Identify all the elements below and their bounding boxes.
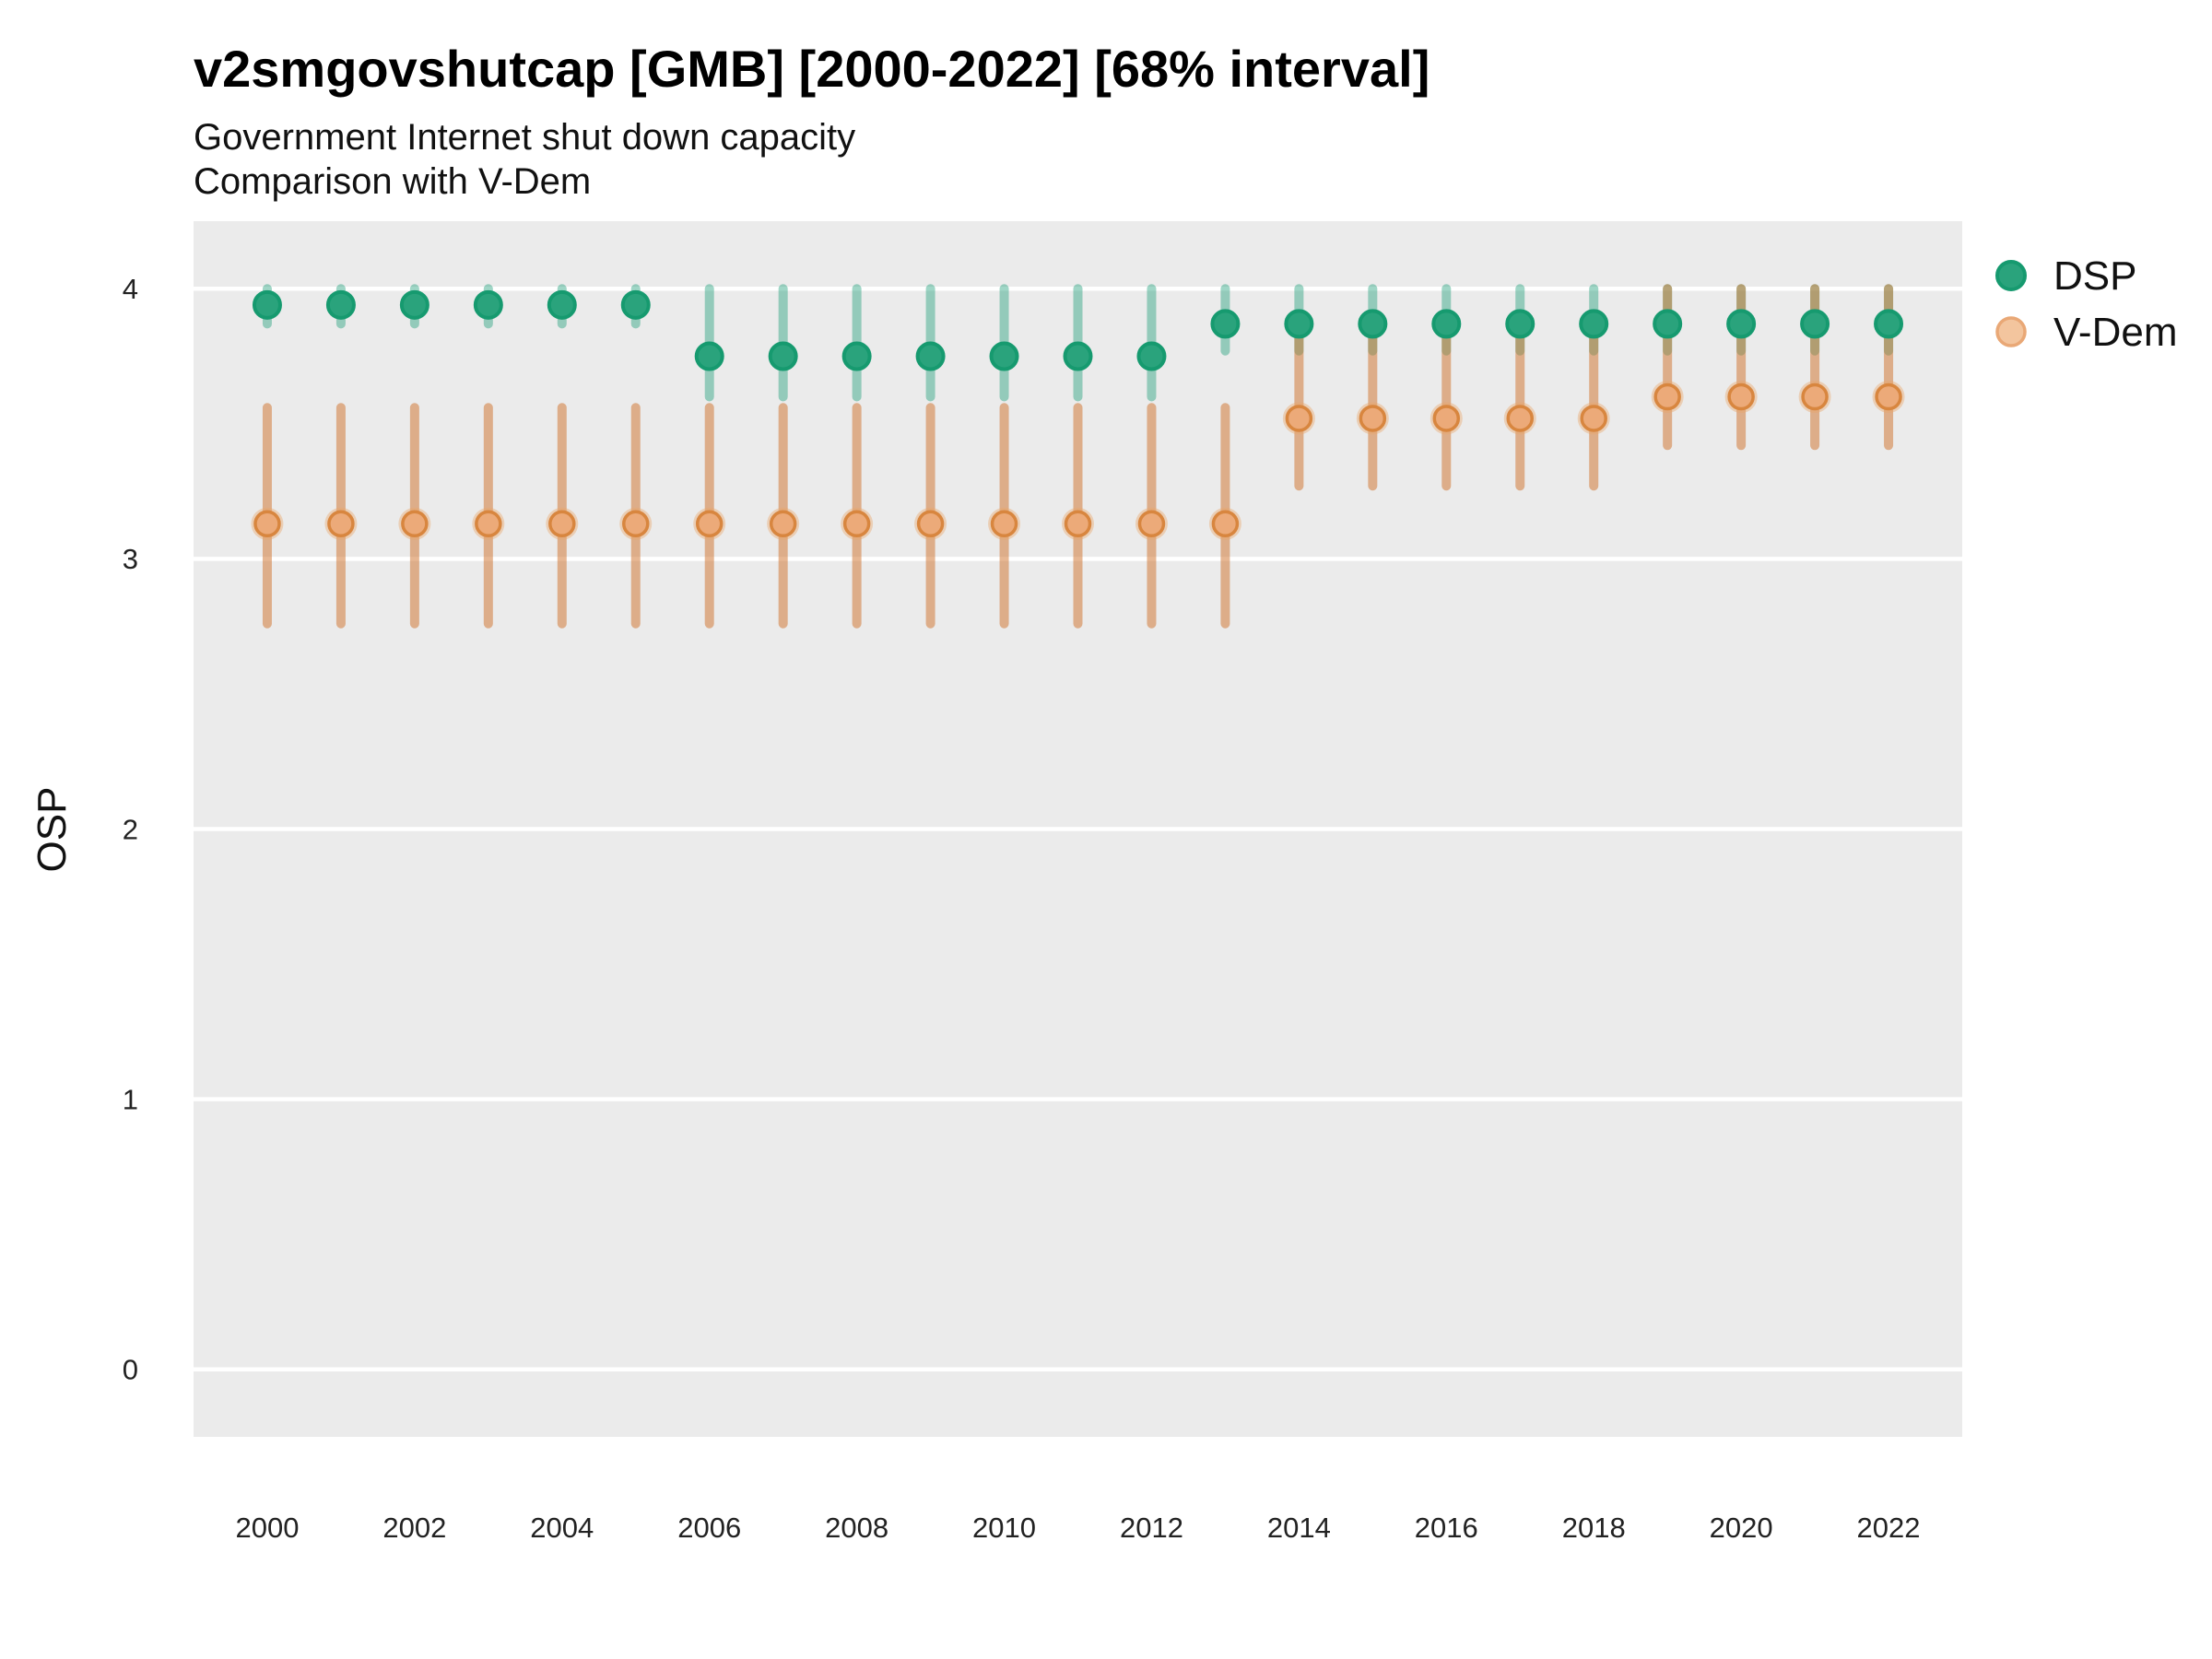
dsp-point-2003 — [473, 289, 503, 320]
dsp-point-2019 — [1653, 309, 1683, 339]
x-tick-label-2020: 2020 — [1710, 1512, 1773, 1544]
vdem-point-2000 — [253, 510, 281, 538]
vdem-point-2019 — [1653, 382, 1681, 411]
vdem-point-2007 — [769, 510, 797, 538]
vdem-point-2003 — [475, 510, 502, 538]
x-tick-label-2008: 2008 — [825, 1512, 888, 1544]
x-tick-label-2022: 2022 — [1857, 1512, 1921, 1544]
chart-subtitle-line2: Comparison with V-Dem — [194, 161, 592, 202]
dsp-point-2017 — [1505, 309, 1535, 339]
vdem-point-2015 — [1359, 405, 1387, 432]
vdem-point-2020 — [1727, 382, 1755, 411]
vdem-point-2021 — [1801, 382, 1829, 411]
vdem-point-2001 — [327, 510, 355, 538]
dsp-point-2000 — [252, 289, 282, 320]
dsp-point-2001 — [325, 289, 356, 320]
dsp-point-2018 — [1579, 309, 1609, 339]
dsp-point-2014 — [1284, 309, 1314, 339]
x-tick-label-2012: 2012 — [1120, 1512, 1183, 1544]
vdem-point-2002 — [401, 510, 429, 538]
vdem-point-2022 — [1875, 382, 1902, 411]
dsp-point-2022 — [1874, 309, 1904, 339]
y-tick-label-0: 0 — [123, 1354, 138, 1386]
vdem-point-2016 — [1432, 405, 1461, 432]
vdem-point-2012 — [1137, 510, 1166, 538]
x-tick-label-2002: 2002 — [382, 1512, 446, 1544]
vdem-point-2004 — [548, 510, 576, 538]
vdem-point-2018 — [1580, 405, 1607, 432]
dsp-point-2016 — [1431, 309, 1462, 339]
vdem-point-2011 — [1064, 510, 1092, 538]
y-tick-label-4: 4 — [123, 273, 138, 305]
dsp-point-2007 — [768, 341, 798, 371]
x-tick-label-2006: 2006 — [677, 1512, 741, 1544]
dsp-point-2013 — [1210, 309, 1241, 339]
vdem-point-2017 — [1506, 405, 1534, 432]
x-tick-label-2010: 2010 — [972, 1512, 1036, 1544]
chart-subtitle-line1: Government Internet shut down capacity — [194, 117, 856, 158]
x-tick-label-2014: 2014 — [1267, 1512, 1331, 1544]
dsp-point-2005 — [620, 289, 651, 320]
vdem-point-2005 — [622, 510, 650, 538]
chart-title: v2smgovshutcap [GMB] [2000-2022] [68% in… — [194, 40, 1430, 98]
legend-label-dsp: DSP — [2053, 253, 2136, 299]
dsp-point-2021 — [1800, 309, 1830, 339]
y-tick-label-2: 2 — [123, 813, 138, 845]
dsp-point-2004 — [547, 289, 577, 320]
vdem-point-2009 — [916, 510, 945, 538]
dsp-point-2008 — [841, 341, 872, 371]
y-tick-label-1: 1 — [123, 1083, 138, 1115]
vdem-point-2008 — [842, 510, 871, 538]
dsp-point-2020 — [1726, 309, 1757, 339]
x-tick-label-2018: 2018 — [1562, 1512, 1626, 1544]
legend-swatch-vdem — [1995, 316, 2027, 347]
legend-swatch-dsp — [1995, 260, 2027, 291]
x-tick-label-2000: 2000 — [235, 1512, 299, 1544]
vdem-point-2010 — [990, 510, 1018, 538]
vdem-point-2013 — [1211, 510, 1240, 538]
legend-label-vdem: V-Dem — [2053, 310, 2177, 355]
dsp-point-2009 — [915, 341, 946, 371]
x-tick-label-2004: 2004 — [530, 1512, 594, 1544]
dsp-point-2011 — [1063, 341, 1093, 371]
dsp-point-2015 — [1358, 309, 1388, 339]
dsp-point-2002 — [399, 289, 429, 320]
vdem-point-2014 — [1285, 405, 1313, 432]
y-tick-label-3: 3 — [123, 543, 138, 575]
dsp-point-2010 — [989, 341, 1019, 371]
dsp-point-2012 — [1136, 341, 1167, 371]
x-tick-label-2016: 2016 — [1415, 1512, 1478, 1544]
dsp-point-2006 — [694, 341, 724, 371]
vdem-point-2006 — [695, 510, 724, 538]
